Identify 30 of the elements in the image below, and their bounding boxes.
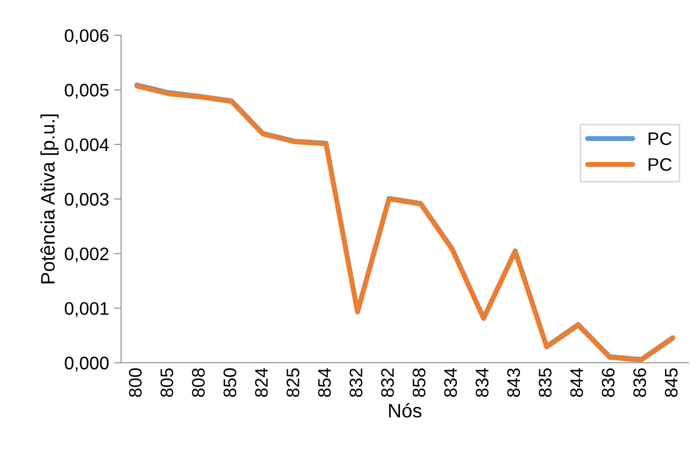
x-tick-label: 843 xyxy=(507,368,520,397)
x-axis-title: Nós xyxy=(389,403,422,418)
x-tick-label: 836 xyxy=(633,368,646,397)
x-tick-label: 844 xyxy=(570,368,584,397)
y-tick-label: 0,006 xyxy=(64,29,109,44)
x-tick-label: 824 xyxy=(255,368,268,397)
y-tick-label: 0,001 xyxy=(64,302,108,318)
x-tick-label: 800 xyxy=(128,368,142,397)
x-tick-label: 805 xyxy=(160,368,174,397)
x-tick-label: 854 xyxy=(318,368,331,397)
x-tick-label: 808 xyxy=(192,368,205,397)
x-tick-label: 836 xyxy=(602,368,615,397)
y-tick-label: 0,005 xyxy=(64,84,109,99)
x-tick-label: 834 xyxy=(444,368,457,397)
x-tick-label: 825 xyxy=(286,368,300,397)
x-tick-label: 835 xyxy=(538,368,552,397)
x-tick-label: 845 xyxy=(664,368,678,397)
line-series xyxy=(134,84,676,362)
x-tick-label: 832 xyxy=(381,368,394,397)
legend-label: PC xyxy=(648,132,672,146)
x-tick-label: 832 xyxy=(350,368,362,397)
x-tick-label: 834 xyxy=(476,368,488,397)
y-tick-label: 0,004 xyxy=(64,138,109,154)
legend-label: PC xyxy=(648,158,672,171)
y-tick-label: 0,003 xyxy=(64,192,109,208)
x-tick-label: 850 xyxy=(223,368,236,397)
y-tick-label: 0,002 xyxy=(64,248,108,262)
y-tick-label: 0,000 xyxy=(64,356,109,372)
x-tick-label: 858 xyxy=(412,368,426,397)
y-axis-title: Potência Ativa [p.u.] xyxy=(40,114,59,284)
